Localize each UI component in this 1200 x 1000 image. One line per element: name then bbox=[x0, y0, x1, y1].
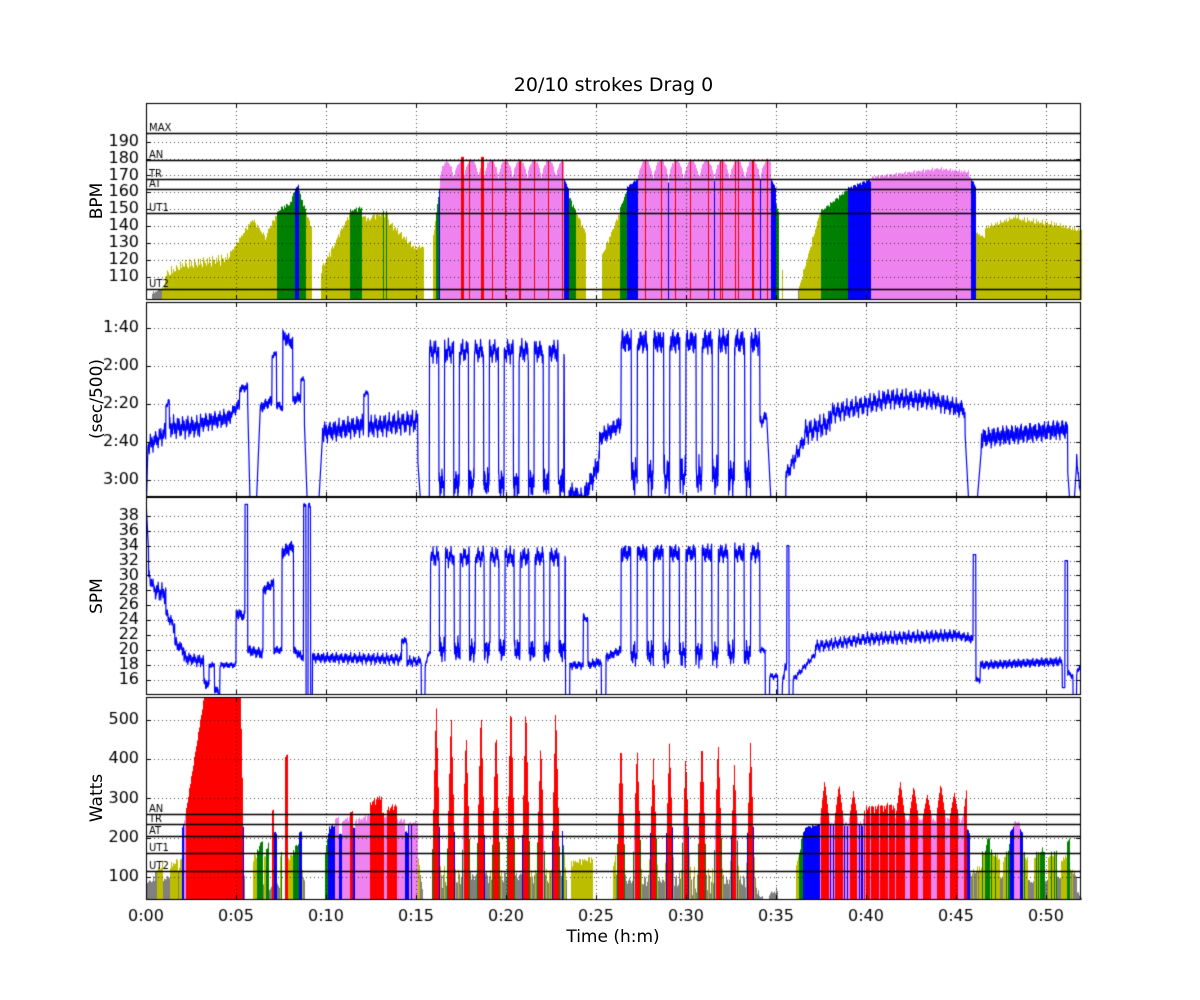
y-axis-label-watts: Watts bbox=[87, 773, 107, 823]
x-axis-label: Time (h:m) bbox=[566, 927, 660, 947]
chart-title: 20/10 strokes Drag 0 bbox=[513, 74, 714, 96]
y-axis-label-spm: SPM bbox=[87, 578, 107, 614]
y-axis-label-pace: (sec/500) bbox=[87, 358, 107, 440]
y-axis-label-bpm: BPM bbox=[87, 182, 107, 220]
